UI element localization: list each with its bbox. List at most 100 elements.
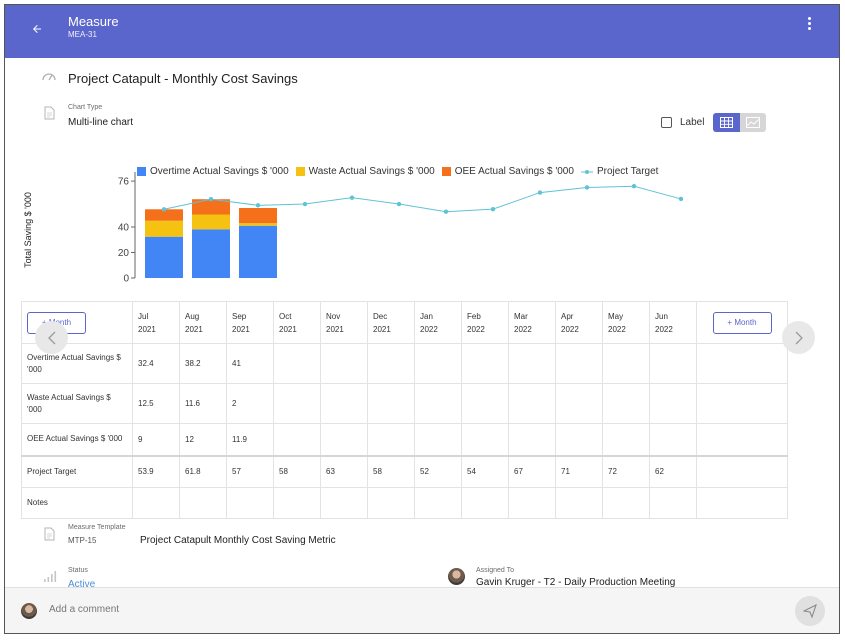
y-tick-label: 40 [118,223,130,234]
table-cell[interactable]: 63 [320,454,368,488]
target-line [163,185,682,213]
table-cell[interactable]: 32.4 [132,343,180,384]
table-cell[interactable]: 12 [179,423,227,456]
table-cell[interactable] [555,343,603,384]
table-cell[interactable]: 11.6 [179,383,227,424]
assigned-value[interactable]: Gavin Kruger - T2 - Daily Production Mee… [476,577,676,588]
legend-swatch [441,167,451,176]
table-cell[interactable]: 67 [508,454,556,488]
table-cell[interactable] [508,383,556,424]
table-cell[interactable] [320,383,368,424]
target-point [208,197,214,202]
table-cell-empty [696,383,788,424]
table-cell[interactable] [273,423,321,456]
table-cell[interactable] [649,383,697,424]
table-cell[interactable]: 2 [226,383,274,424]
table-cell[interactable] [367,383,415,424]
table-cell[interactable] [414,343,462,384]
table-cell[interactable] [602,383,650,424]
table-cell[interactable] [179,487,227,519]
table-cell[interactable]: 11.9 [226,423,274,456]
prev-page-button[interactable] [35,321,68,354]
table-cell[interactable] [414,423,462,456]
target-point [443,209,449,214]
table-cell[interactable]: 62 [649,454,697,488]
table-cell[interactable]: 53.9 [132,454,180,488]
legend-label: OEE Actual Savings $ '000 [454,166,574,177]
send-button[interactable] [795,596,825,626]
target-point [255,203,261,208]
table-cell[interactable] [367,423,415,456]
table-cell[interactable]: 54 [461,454,509,488]
more-vert-icon[interactable] [807,17,813,33]
month-year: 2021 [232,324,250,334]
table-cell[interactable] [273,383,321,424]
table-cell[interactable] [602,487,650,519]
target-point [631,184,637,189]
table-cell[interactable] [555,487,603,519]
table-cell[interactable]: 71 [555,454,603,488]
table-view-button[interactable] [713,113,740,132]
table-cell[interactable] [273,343,321,384]
table-cell[interactable] [649,423,697,456]
table-cell[interactable] [555,423,603,456]
template-code: MTP-15 [68,536,97,545]
table-cell[interactable]: 72 [602,454,650,488]
table-cell[interactable] [367,343,415,384]
table-cell[interactable] [461,383,509,424]
table-cell[interactable] [461,423,509,456]
table-cell[interactable]: 38.2 [179,343,227,384]
month-header: Aug 2021 [179,301,227,344]
table-cell[interactable] [461,487,509,519]
table-cell[interactable]: 58 [367,454,415,488]
table-cell[interactable] [320,343,368,384]
back-arrow-icon[interactable] [25,17,49,41]
table-cell[interactable] [273,487,321,519]
chevron-right-icon [795,331,803,344]
send-icon [803,604,817,618]
table-cell[interactable] [132,487,180,519]
legend-swatch [295,167,305,176]
chart-type-label: Chart Type [68,104,103,111]
month-year: 2021 [373,324,391,334]
row-label: Waste Actual Savings $ '000 [21,383,133,424]
table-cell[interactable] [226,487,274,519]
table-cell-empty [696,487,788,519]
month-year: 2022 [655,324,673,334]
table-cell[interactable] [508,343,556,384]
table-cell[interactable]: 58 [273,454,321,488]
table-cell[interactable]: 61.8 [179,454,227,488]
table-cell[interactable] [508,423,556,456]
comment-input[interactable]: Add a comment [49,604,120,615]
next-page-button[interactable] [782,321,815,354]
table-cell[interactable]: 52 [414,454,462,488]
table-cell[interactable] [649,487,697,519]
table-cell[interactable] [649,343,697,384]
table-cell[interactable] [320,423,368,456]
chart-view-button[interactable] [740,113,766,132]
month-year: 2021 [326,324,344,334]
month-name: Feb [467,311,481,321]
template-name[interactable]: Project Catapult Monthly Cost Saving Met… [140,535,336,546]
table-cell[interactable] [320,487,368,519]
table-cell[interactable]: 9 [132,423,180,456]
comment-bar: Add a comment [5,587,839,633]
label-checkbox[interactable] [661,117,672,128]
table-cell[interactable]: 41 [226,343,274,384]
table-cell[interactable] [602,343,650,384]
target-point [490,206,496,212]
table-cell[interactable] [414,383,462,424]
table-cell[interactable] [414,487,462,519]
table-cell[interactable] [508,487,556,519]
table-cell[interactable]: 57 [226,454,274,488]
table-cell[interactable] [461,343,509,384]
table-cell[interactable] [602,423,650,456]
month-year: 2022 [467,324,485,334]
table-cell[interactable] [555,383,603,424]
y-tick-label: 0 [123,274,129,285]
month-header: Feb 2022 [461,301,509,344]
table-cell[interactable] [367,487,415,519]
add-month-right-button[interactable]: + Month [712,311,772,334]
table-cell[interactable]: 12.5 [132,383,180,424]
data-table: + Month Jul 2021 Aug 2021 Sep 2021 Oct 2021 Nov 20… [21,301,788,519]
